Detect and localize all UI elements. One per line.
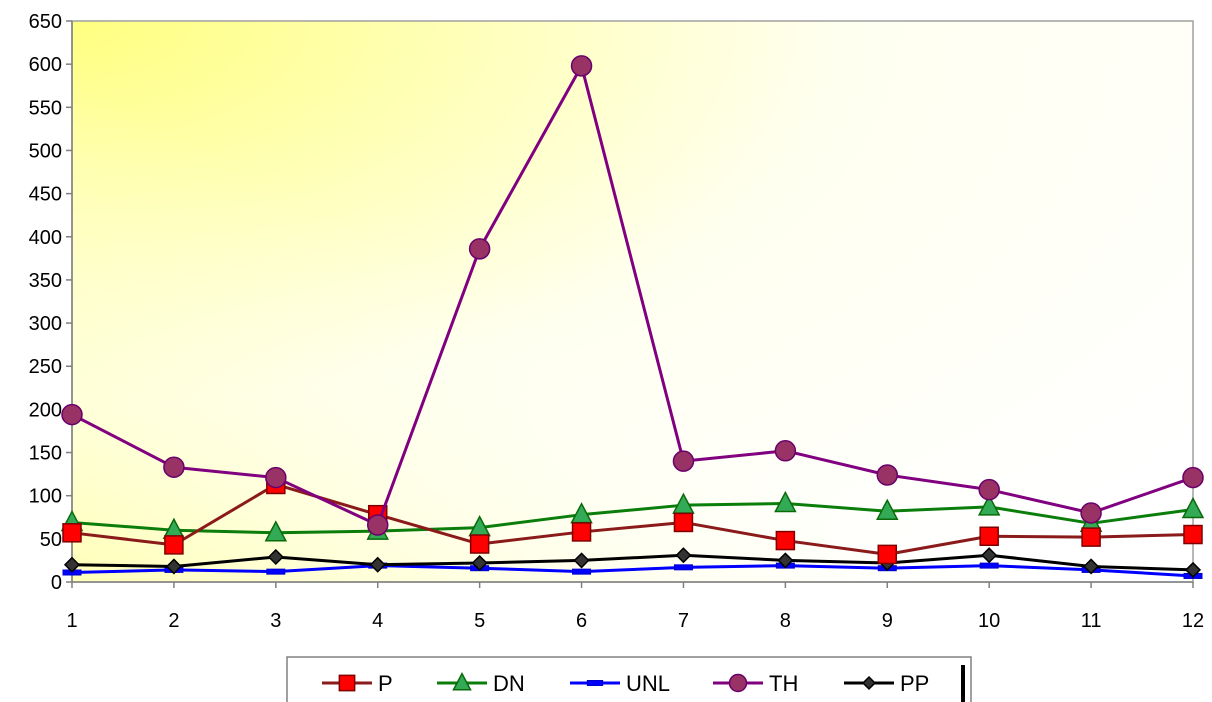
data-point (266, 568, 286, 575)
x-tick-label: 11 (1081, 610, 1102, 632)
data-point (571, 522, 592, 542)
legend-label: P (378, 671, 393, 696)
y-tick-label: 250 (29, 356, 62, 378)
legend-item-p: P (322, 671, 393, 696)
data-point (774, 490, 797, 513)
series-line-dn (71, 501, 1194, 535)
y-tick-label: 500 (29, 140, 62, 162)
legend-item-dn: DN (437, 671, 525, 696)
y-tick-label: 450 (29, 184, 62, 206)
legend-item-pp: PP (844, 671, 929, 696)
data-point (573, 552, 590, 569)
data-point (572, 568, 592, 575)
data-point (1081, 527, 1101, 547)
legend-item-th: TH (713, 671, 798, 696)
data-point (452, 672, 472, 691)
x-tick-label: 9 (882, 610, 893, 632)
series-line-p (71, 482, 1194, 556)
x-tick-label: 4 (372, 610, 383, 632)
x-tick-label: 6 (576, 610, 587, 632)
x-tick-label: 5 (474, 610, 485, 632)
y-tick-label: 650 (29, 11, 62, 33)
data-point (672, 450, 695, 472)
legend-label: DN (493, 671, 525, 696)
data-point (338, 674, 356, 692)
legend-label: TH (769, 671, 798, 696)
y-tick-label: 400 (29, 227, 62, 249)
series-p (62, 474, 1203, 565)
series-line-unl (71, 564, 1194, 578)
x-tick-label: 1 (66, 610, 77, 632)
axes: 0 50 100 150 200 250 300 350 400 450 500 550 600 650 1… (29, 11, 1205, 632)
y-tick-label: 200 (29, 399, 62, 421)
data-point (977, 494, 1001, 516)
data-point (469, 534, 490, 554)
data-point (586, 680, 604, 686)
x-tick-label: 8 (780, 610, 791, 632)
data-point (775, 530, 796, 551)
data-point (164, 535, 184, 555)
data-point (1184, 561, 1202, 578)
data-point (728, 673, 748, 693)
series-line-pp (71, 553, 1194, 572)
data-point (1183, 524, 1203, 545)
legend-box (286, 656, 972, 702)
y-tick-label: 600 (29, 54, 62, 76)
data-point (163, 456, 185, 478)
x-tick-label: 2 (168, 610, 179, 632)
legend-item-unl: UNL (570, 671, 670, 696)
data-point (979, 562, 999, 569)
data-point (468, 238, 491, 260)
data-point (861, 675, 877, 691)
series-th (61, 55, 1204, 536)
data-point (369, 556, 386, 573)
data-point (877, 544, 898, 565)
legend-label: PP (900, 671, 929, 696)
data-point (774, 440, 797, 462)
data-point (165, 558, 182, 575)
data-point (981, 547, 998, 564)
x-tick-label: 7 (678, 610, 689, 632)
x-tick-label: 3 (270, 610, 281, 632)
data-point (62, 523, 82, 543)
data-point (1080, 502, 1102, 524)
data-point (267, 548, 284, 566)
data-point (471, 554, 488, 572)
series-line-th (71, 64, 1194, 527)
data-point (1182, 466, 1204, 489)
y-tick-label: 150 (29, 443, 62, 465)
data-point (366, 514, 389, 536)
data-point (777, 552, 794, 569)
plot-area (72, 21, 1193, 582)
x-tick-label: 10 (978, 610, 1000, 632)
data-point (1181, 496, 1205, 519)
data-point (673, 564, 693, 571)
data-point (63, 556, 81, 573)
data-point (264, 520, 288, 542)
x-tick-label: 12 (1182, 610, 1204, 632)
data-point (979, 526, 999, 547)
data-point (876, 464, 899, 486)
series-layer (60, 55, 1205, 579)
data-point (1083, 558, 1100, 575)
legend: P DN UNL TH PP (286, 656, 972, 702)
plot-background-overlay (72, 21, 1193, 582)
data-point (876, 498, 899, 520)
series-pp (63, 547, 1202, 578)
data-point (570, 55, 593, 77)
y-tick-label: 350 (29, 270, 62, 292)
data-point (61, 403, 83, 426)
y-tick-label: 300 (29, 313, 62, 335)
y-tick-label: 100 (29, 486, 62, 508)
data-point (675, 547, 692, 564)
data-point (978, 478, 1000, 501)
legend-label: UNL (626, 671, 670, 696)
data-point (265, 466, 287, 489)
data-point (673, 512, 694, 533)
y-tick-label: 550 (29, 97, 62, 119)
y-tick-label: 50 (40, 529, 62, 551)
y-tick-label: 0 (51, 572, 62, 594)
